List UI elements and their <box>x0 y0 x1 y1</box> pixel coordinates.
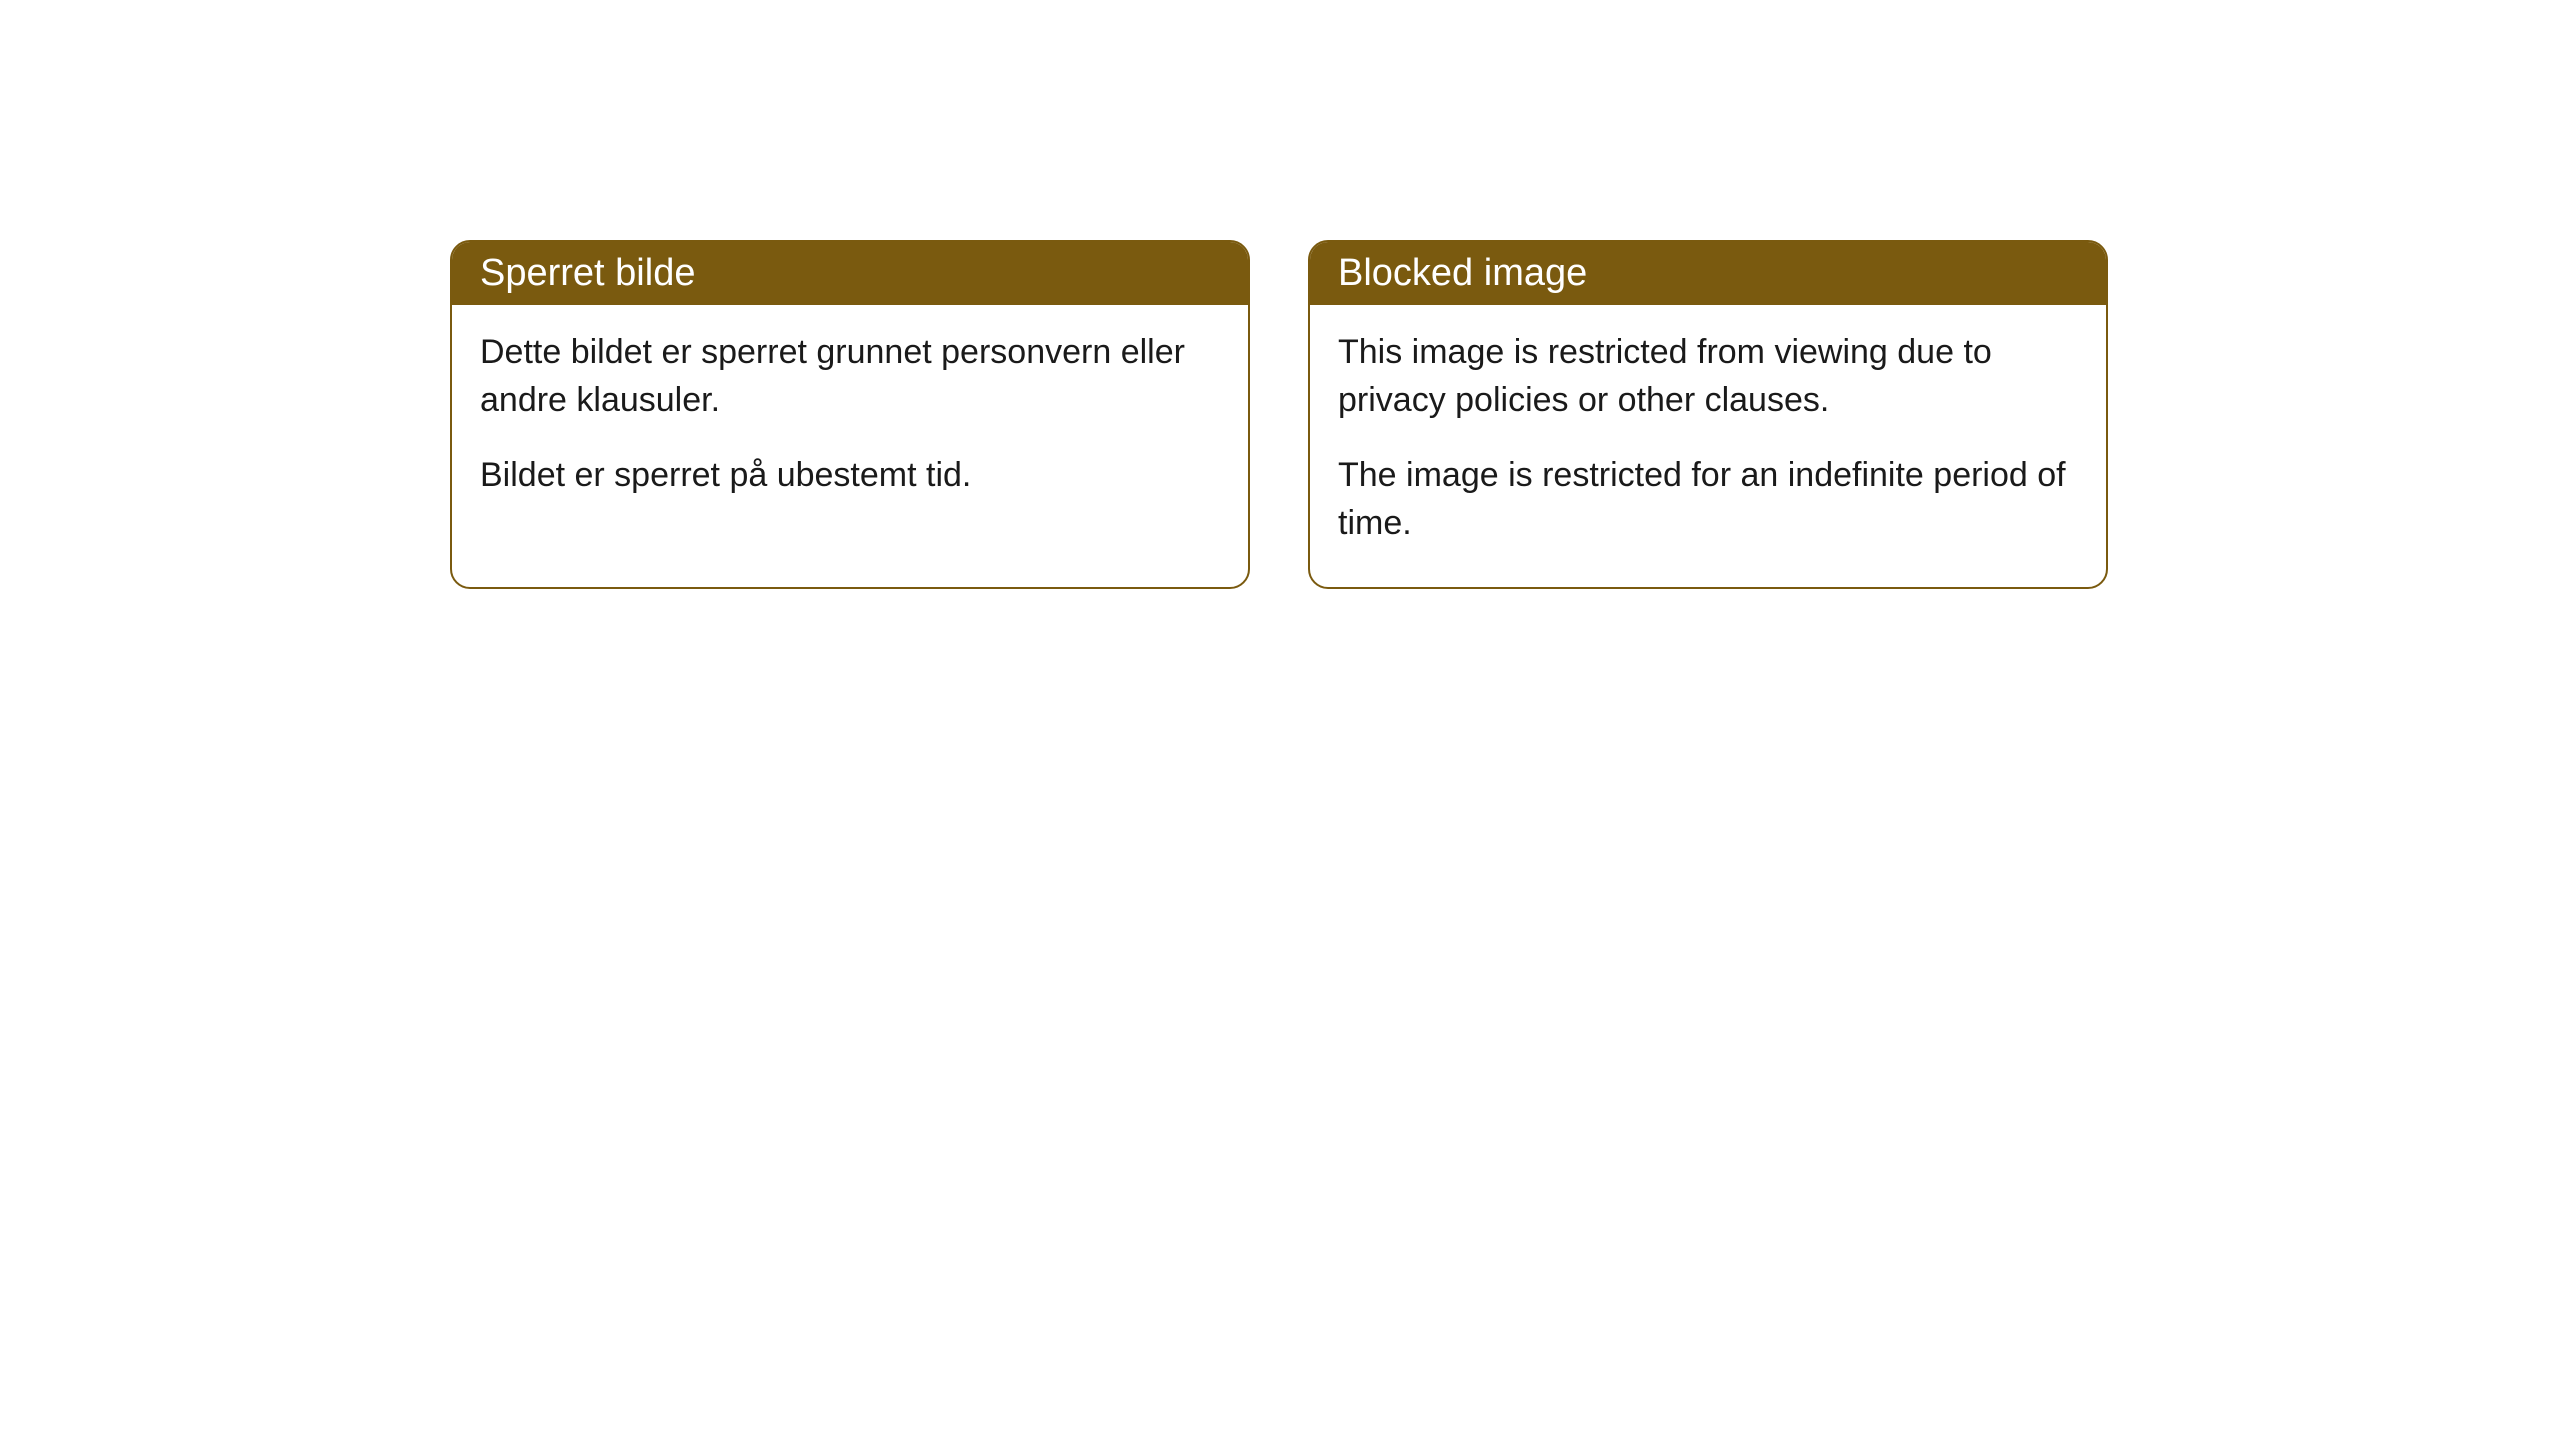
card-paragraph: This image is restricted from viewing du… <box>1338 329 2078 424</box>
card-body: This image is restricted from viewing du… <box>1310 305 2106 587</box>
card-paragraph: Bildet er sperret på ubestemt tid. <box>480 452 1220 500</box>
blocked-image-card-no: Sperret bilde Dette bildet er sperret gr… <box>450 240 1250 589</box>
card-body: Dette bildet er sperret grunnet personve… <box>452 305 1248 540</box>
card-title: Sperret bilde <box>480 252 695 294</box>
card-header: Blocked image <box>1310 242 2106 305</box>
card-title: Blocked image <box>1338 252 1587 294</box>
card-paragraph: Dette bildet er sperret grunnet personve… <box>480 329 1220 424</box>
blocked-image-card-en: Blocked image This image is restricted f… <box>1308 240 2108 589</box>
notice-cards-container: Sperret bilde Dette bildet er sperret gr… <box>450 240 2108 589</box>
card-header: Sperret bilde <box>452 242 1248 305</box>
card-paragraph: The image is restricted for an indefinit… <box>1338 452 2078 547</box>
